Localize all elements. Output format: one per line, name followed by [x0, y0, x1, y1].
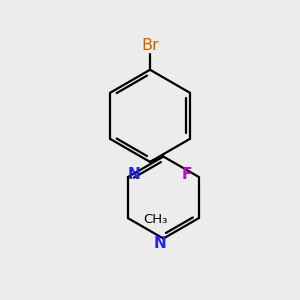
Text: CH₃: CH₃	[143, 213, 168, 226]
Text: N: N	[153, 236, 166, 251]
Text: Br: Br	[141, 38, 159, 53]
Text: F: F	[182, 167, 192, 182]
Text: N: N	[128, 167, 141, 182]
